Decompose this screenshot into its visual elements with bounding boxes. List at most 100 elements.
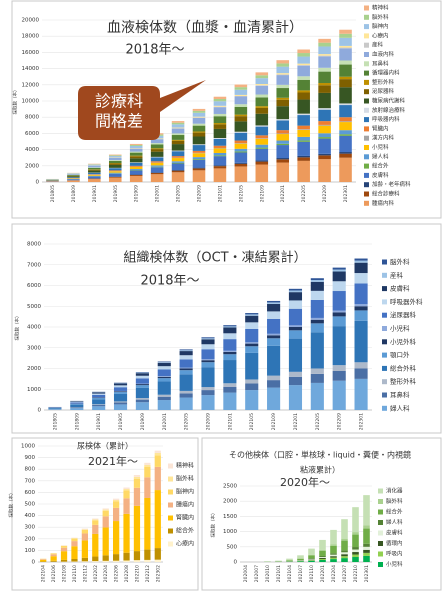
legend-swatch [382, 299, 387, 304]
bar-segment [223, 354, 236, 360]
bar-segment [214, 123, 227, 124]
bar-segment [92, 395, 105, 397]
legend-label: 脳外科 [372, 13, 389, 21]
y-tick-label: 2500 [223, 484, 237, 490]
bar-segment [134, 479, 140, 488]
x-tick-label: 202208 [124, 565, 130, 582]
legend-label: 循環内 [386, 539, 403, 547]
bar-segment [92, 399, 105, 404]
x-tick-label: 202205 [301, 185, 307, 202]
bar-segment [136, 384, 149, 385]
bar-segment [92, 392, 105, 393]
bar-segment [92, 561, 98, 562]
x-tick-label: 201905 [118, 413, 124, 430]
bar-segment [297, 156, 310, 157]
bar-segment [193, 117, 206, 118]
bar-segment [214, 153, 227, 155]
bar-segment [193, 131, 206, 132]
bar-segment [311, 282, 324, 291]
bar-segment [155, 453, 161, 455]
bar-segment [297, 559, 304, 561]
legend-label: 腎臓内 [372, 124, 389, 132]
legend-label: 精神科 [372, 4, 389, 12]
bar-segment [341, 541, 348, 551]
bar-segment [333, 291, 346, 311]
bar-segment [308, 560, 315, 561]
bar-segment [339, 117, 352, 121]
bar-segment [144, 477, 150, 498]
y-axis-label: 採取数（本） [12, 88, 19, 115]
bar-segment [276, 130, 289, 133]
bar-segment [92, 525, 98, 534]
bar-segment [172, 171, 185, 173]
bar-segment [172, 141, 185, 144]
bar-segment [201, 367, 214, 387]
bar-segment [330, 558, 337, 559]
bar-segment [130, 158, 143, 162]
bar-segment [88, 175, 101, 176]
x-tick-label: 202010 [265, 565, 271, 582]
bar-segment [180, 350, 193, 351]
bar-segment [311, 278, 324, 280]
chart-subtitle: 2021年～ [88, 454, 138, 468]
legend-swatch [364, 6, 369, 11]
legend-swatch [382, 379, 387, 384]
y-tick-label: 14000 [22, 66, 40, 72]
callout-text: 間格差 [95, 112, 143, 131]
y-tick-label: 900 [25, 455, 36, 461]
bar-segment [113, 501, 119, 508]
bar-segment [311, 383, 324, 410]
legend-label: 皮膚科 [386, 529, 403, 537]
legend-swatch [364, 154, 369, 159]
bar-segment [355, 261, 368, 263]
bar-segment [201, 338, 214, 339]
bar-segment [130, 170, 143, 174]
y-tick-label: 4000 [27, 325, 41, 331]
bar-segment [61, 546, 67, 548]
x-tick-label: 201805 [50, 185, 56, 202]
bar-segment [158, 395, 171, 397]
bar-segment [333, 268, 346, 270]
bar-segment [113, 508, 119, 521]
bar-segment [286, 560, 293, 561]
bar-segment [172, 172, 185, 182]
legend-swatch [364, 61, 369, 66]
legend-label: 漢方内科 [372, 134, 395, 142]
bar-segment [114, 403, 127, 405]
bar-segment [333, 270, 346, 272]
bar-segment [201, 360, 214, 362]
bar-segment [113, 500, 119, 501]
bar-segment [134, 477, 140, 479]
bar-segment [180, 374, 193, 391]
bar-segment [136, 373, 149, 374]
bar-segment [276, 134, 289, 140]
bar-segment [289, 325, 302, 327]
bar-segment [144, 465, 150, 467]
legend-label: 消化器 [386, 487, 403, 495]
bar-segment [311, 374, 324, 383]
bar-segment [130, 149, 143, 152]
bar-segment [214, 107, 227, 114]
bar-segment [130, 167, 143, 169]
bar-segment [289, 309, 302, 326]
bar-segment [297, 115, 310, 126]
y-tick-label: 4000 [25, 147, 39, 153]
bar-segment [245, 313, 258, 314]
chart-title: その他検体（口腔・単核球・liquid・糞便・内視鏡 [229, 450, 411, 460]
x-tick-label: 202101 [276, 565, 282, 582]
bar-segment [109, 173, 122, 174]
legend-swatch [168, 516, 173, 521]
y-tick-label: 100 [25, 548, 36, 554]
bar-segment [193, 124, 206, 126]
bar-segment [92, 406, 105, 410]
bar-segment [134, 506, 140, 551]
bar-segment [297, 129, 310, 130]
legend-swatch [382, 353, 387, 358]
bar-segment [114, 404, 127, 410]
bar-segment [235, 163, 248, 164]
bar-segment [330, 546, 337, 553]
bar-segment [48, 408, 61, 409]
bar-segment [245, 390, 258, 410]
legend-label: 精神科 [176, 462, 194, 470]
legend-swatch [364, 33, 369, 38]
